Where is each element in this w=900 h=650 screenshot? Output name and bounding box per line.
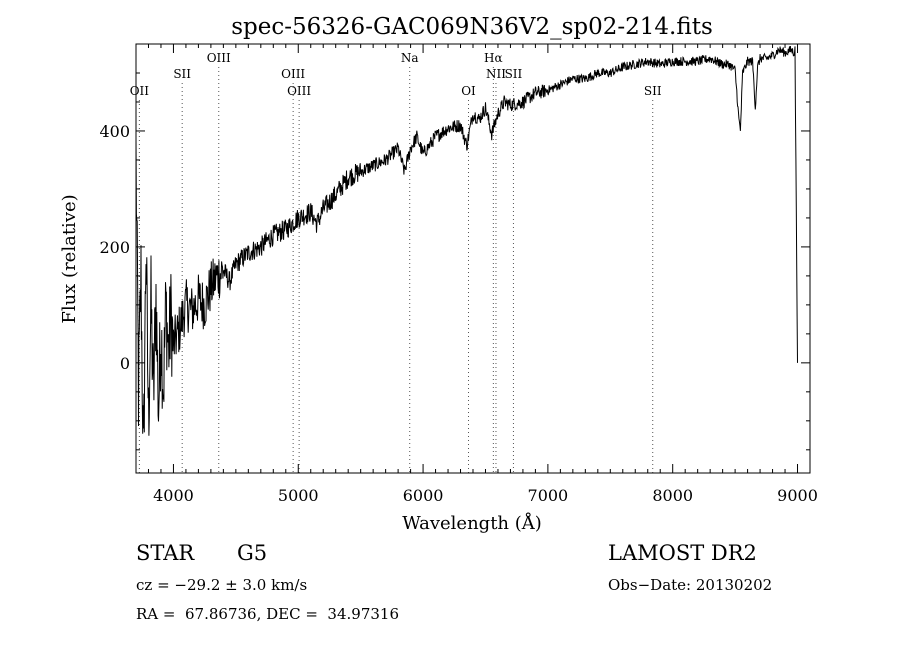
x-tick-label: 8000 [652, 486, 693, 505]
survey-name: LAMOST DR2 [608, 541, 757, 565]
x-tick-label: 4000 [153, 486, 194, 505]
x-tick-label: 9000 [777, 486, 818, 505]
observation-date: Obs−Date: 20130202 [608, 576, 773, 594]
x-tick-label: 5000 [278, 486, 319, 505]
line-label-3: OIII [281, 67, 305, 81]
line-label-6: OI [461, 84, 476, 98]
line-label-8: NII [486, 67, 506, 81]
redshift-velocity: cz = −29.2 ± 3.0 km/s [136, 576, 308, 594]
line-label-10: SII [644, 84, 662, 98]
spectrum-line [135, 45, 798, 436]
x-tick-label: 6000 [403, 486, 444, 505]
plot-frame [135, 43, 811, 474]
line-label-1: SII [173, 67, 191, 81]
chart-title: spec-56326-GAC069N36V2_sp02-214.fits [231, 14, 713, 40]
x-axis-ticks: 4000 5000 6000 7000 8000 9000 [147, 44, 818, 505]
line-label-7: Hα [484, 51, 503, 65]
line-label-5: Na [401, 51, 419, 65]
line-label-2: OIII [207, 51, 231, 65]
object-subclass: G5 [237, 541, 268, 565]
line-label-4: OIII [287, 84, 311, 98]
line-label-9: SII [505, 67, 523, 81]
y-axis-ticks: 0 200 400 [99, 43, 810, 451]
x-tick-label: 7000 [528, 486, 569, 505]
y-axis-label: Flux (relative) [59, 194, 80, 323]
line-label-0: OII [130, 84, 150, 98]
y-tick-label: 400 [99, 122, 130, 141]
object-class: STAR [136, 541, 195, 565]
y-tick-label: 200 [99, 238, 130, 257]
x-axis-label: Wavelength (Å) [402, 512, 542, 534]
y-tick-label: 0 [120, 354, 130, 373]
coordinates: RA = 67.86736, DEC = 34.97316 [136, 605, 400, 623]
